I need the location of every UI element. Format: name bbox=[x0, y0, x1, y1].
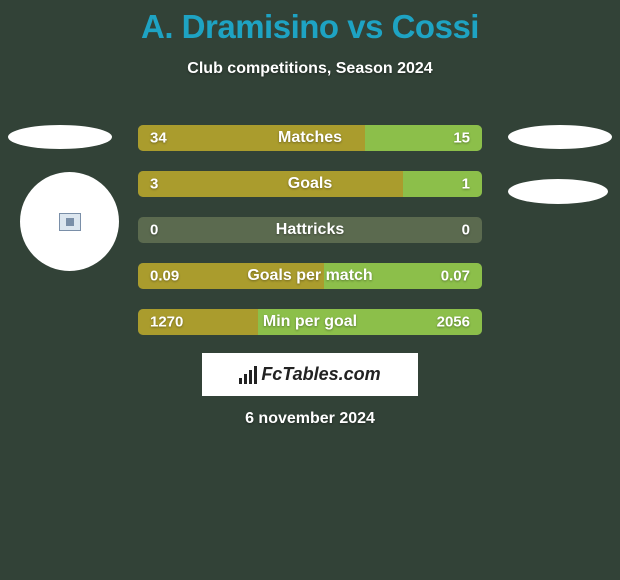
footer-logo-text: FcTables.com bbox=[261, 364, 380, 385]
bar-left-value: 3 bbox=[150, 176, 158, 193]
player-right-avatar-mid bbox=[508, 179, 608, 204]
placeholder-image-icon bbox=[59, 213, 81, 231]
bar-left-value: 34 bbox=[150, 130, 167, 147]
player-left-avatar-top bbox=[8, 125, 112, 149]
player-left-avatar-circle bbox=[20, 172, 119, 271]
bar-right-value: 1 bbox=[462, 176, 470, 193]
bar-right-segment bbox=[403, 171, 482, 197]
bar-right-value: 15 bbox=[453, 130, 470, 147]
bar-row: 34 Matches 15 bbox=[138, 125, 482, 151]
player-right-avatar-top bbox=[508, 125, 612, 149]
page-title: A. Dramisino vs Cossi bbox=[0, 0, 620, 46]
bar-right-value: 0 bbox=[462, 222, 470, 239]
bar-right-value: 0.07 bbox=[441, 268, 470, 285]
bar-metric-label: Min per goal bbox=[263, 313, 357, 331]
bar-left-value: 0.09 bbox=[150, 268, 179, 285]
bar-metric-label: Matches bbox=[278, 129, 342, 147]
bar-left-segment bbox=[138, 171, 403, 197]
barchart-icon bbox=[239, 366, 257, 384]
bar-left-value: 1270 bbox=[150, 314, 183, 331]
footer-logo: FcTables.com bbox=[202, 353, 418, 396]
comparison-bars: 34 Matches 15 3 Goals 1 0 Hattricks 0 0.09 Goals p… bbox=[138, 125, 482, 355]
bar-row: 0 Hattricks 0 bbox=[138, 217, 482, 243]
bar-metric-label: Goals per match bbox=[247, 267, 372, 285]
bar-right-value: 2056 bbox=[437, 314, 470, 331]
bar-metric-label: Hattricks bbox=[276, 221, 344, 239]
bar-metric-label: Goals bbox=[288, 175, 332, 193]
footer-date: 6 november 2024 bbox=[245, 410, 375, 428]
bar-row: 3 Goals 1 bbox=[138, 171, 482, 197]
bar-row: 0.09 Goals per match 0.07 bbox=[138, 263, 482, 289]
bar-left-value: 0 bbox=[150, 222, 158, 239]
bar-row: 1270 Min per goal 2056 bbox=[138, 309, 482, 335]
page-subtitle: Club competitions, Season 2024 bbox=[0, 60, 620, 78]
